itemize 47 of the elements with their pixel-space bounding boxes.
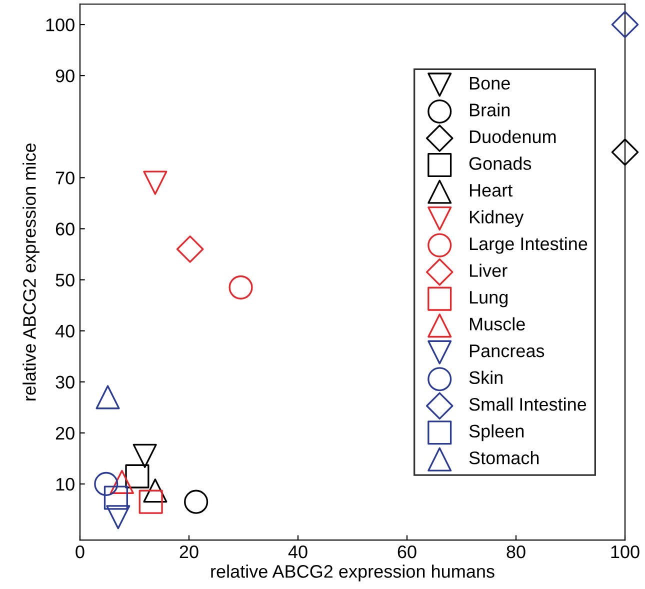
x-axis-title: relative ABCG2 expression humans <box>211 564 494 582</box>
point <box>110 470 134 494</box>
point <box>138 490 163 514</box>
legend-label: Liver <box>470 264 508 277</box>
legend-label: Pancreas <box>470 344 544 358</box>
x-tick-label: 0 <box>76 545 84 558</box>
x-tick-label: 20 <box>180 545 198 558</box>
x-tick-label: 100 <box>611 545 640 558</box>
x-tick-label: 80 <box>506 545 526 558</box>
legend-label: Duodenum <box>470 130 556 144</box>
point <box>184 490 208 514</box>
y-tick-label: 40 <box>55 324 74 338</box>
y-tick-label: 60 <box>56 222 74 236</box>
legend-label: Bone <box>470 77 510 90</box>
point <box>228 275 253 300</box>
point <box>125 464 150 488</box>
y-axis-title: relative ABCG2 expression mice <box>22 143 40 400</box>
y-tick-label: 20 <box>56 426 74 440</box>
point <box>104 486 128 510</box>
point <box>143 170 168 195</box>
legend-label: Stomach <box>469 451 539 464</box>
point <box>94 472 118 496</box>
x-tick-label: 60 <box>398 545 416 558</box>
point <box>143 478 168 503</box>
legend-label: Heart <box>470 184 513 197</box>
point <box>611 10 639 38</box>
point <box>132 444 157 468</box>
legend-label: Spleen <box>469 424 524 442</box>
y-tick-label: 100 <box>46 18 74 32</box>
legend-label: Kidney <box>470 210 524 228</box>
legend-label: Gonads <box>469 156 532 170</box>
y-tick-label: 90 <box>56 70 74 82</box>
point <box>176 236 204 263</box>
point <box>106 505 130 530</box>
point <box>96 385 120 410</box>
legend-label: Muscle <box>470 317 525 330</box>
x-tick-label: 40 <box>288 545 308 558</box>
legend-label: Lung <box>470 291 508 308</box>
point <box>611 138 639 166</box>
y-tick-label: 30 <box>56 376 74 389</box>
legend-label: Large Intestine <box>470 236 588 254</box>
y-tick-label: 70 <box>56 172 74 184</box>
y-tick-label: 10 <box>56 478 74 491</box>
legend-label: Brain <box>470 103 510 116</box>
y-tick-label: 50 <box>56 274 74 286</box>
legend-label: Skin <box>469 370 502 384</box>
legend-label: Small Intestine <box>469 398 586 411</box>
